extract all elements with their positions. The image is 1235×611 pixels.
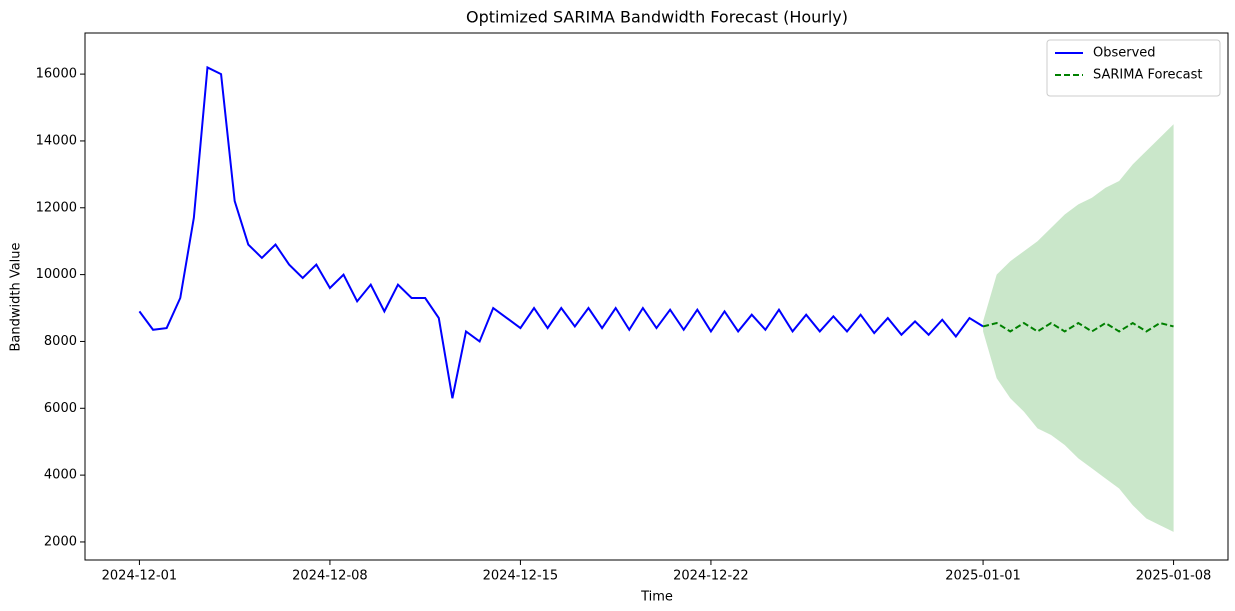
legend-label: Observed: [1093, 46, 1156, 61]
confidence-band: [983, 124, 1174, 532]
series-line: [982, 321, 1174, 333]
y-tick-label: 12000: [36, 200, 77, 215]
x-tick-label: 2024-12-15: [483, 569, 559, 584]
y-tick-label: 14000: [36, 133, 77, 148]
y-tick-label: 2000: [44, 534, 77, 549]
y-tick-label: 16000: [36, 67, 77, 82]
y-tick-label: 8000: [44, 334, 77, 349]
y-tick-label: 6000: [44, 401, 77, 416]
x-tick-label: 2024-12-08: [292, 569, 368, 584]
y-tick-label: 10000: [36, 267, 77, 282]
x-axis-label: Time: [640, 590, 673, 605]
y-tick-label: 4000: [44, 468, 77, 483]
chart-title: Optimized SARIMA Bandwidth Forecast (Hou…: [466, 8, 848, 27]
plot-frame: [84, 32, 1229, 561]
x-tick-label: 2025-01-08: [1136, 569, 1212, 584]
legend-box: [1046, 39, 1221, 97]
y-axis-label: Bandwidth Value: [9, 242, 24, 351]
legend-label: SARIMA Forecast: [1093, 68, 1203, 83]
series-line: [138, 65, 984, 399]
x-tick-label: 2024-12-01: [102, 569, 178, 584]
x-tick-label: 2024-12-22: [673, 569, 749, 584]
x-tick-label: 2025-01-01: [945, 569, 1021, 584]
